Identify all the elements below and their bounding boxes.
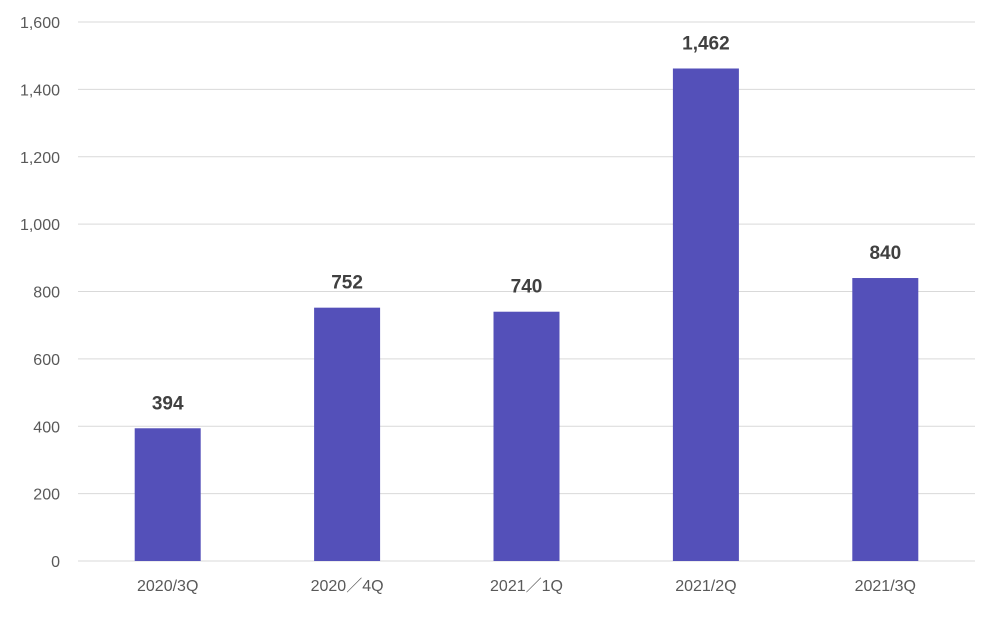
data-label: 840 (869, 243, 901, 264)
bars (134, 68, 919, 562)
y-tick-label: 400 (33, 419, 60, 436)
y-axis-ticks: 0 200 400 600 800 1,000 1,200 1,400 1,600 (20, 15, 60, 571)
x-tick-label: 2021/2Q (675, 578, 736, 595)
bar (493, 311, 560, 561)
bar (134, 428, 201, 561)
bar (852, 278, 919, 561)
data-label: 1,462 (682, 33, 730, 54)
x-tick-label: 2021／1Q (490, 578, 563, 595)
y-tick-label: 1,400 (20, 82, 60, 99)
data-label: 740 (511, 277, 543, 298)
x-axis-ticks: 2020/3Q 2020／4Q 2021／1Q 2021/2Q 2021/3Q (137, 578, 916, 595)
bar (672, 68, 739, 562)
bar (314, 307, 381, 561)
x-tick-label: 2020／4Q (311, 578, 384, 595)
data-labels: 394 752 740 1,462 840 (152, 33, 901, 414)
y-tick-label: 1,000 (20, 217, 60, 234)
data-label: 394 (152, 393, 184, 414)
y-tick-label: 600 (33, 352, 60, 369)
x-tick-label: 2021/3Q (855, 578, 916, 595)
data-label: 752 (331, 273, 363, 294)
y-tick-label: 1,200 (20, 150, 60, 167)
y-tick-label: 1,600 (20, 15, 60, 32)
y-tick-label: 0 (51, 554, 60, 571)
x-tick-label: 2020/3Q (137, 578, 198, 595)
gridlines (78, 21, 975, 562)
y-tick-label: 200 (33, 487, 60, 504)
y-tick-label: 800 (33, 285, 60, 302)
